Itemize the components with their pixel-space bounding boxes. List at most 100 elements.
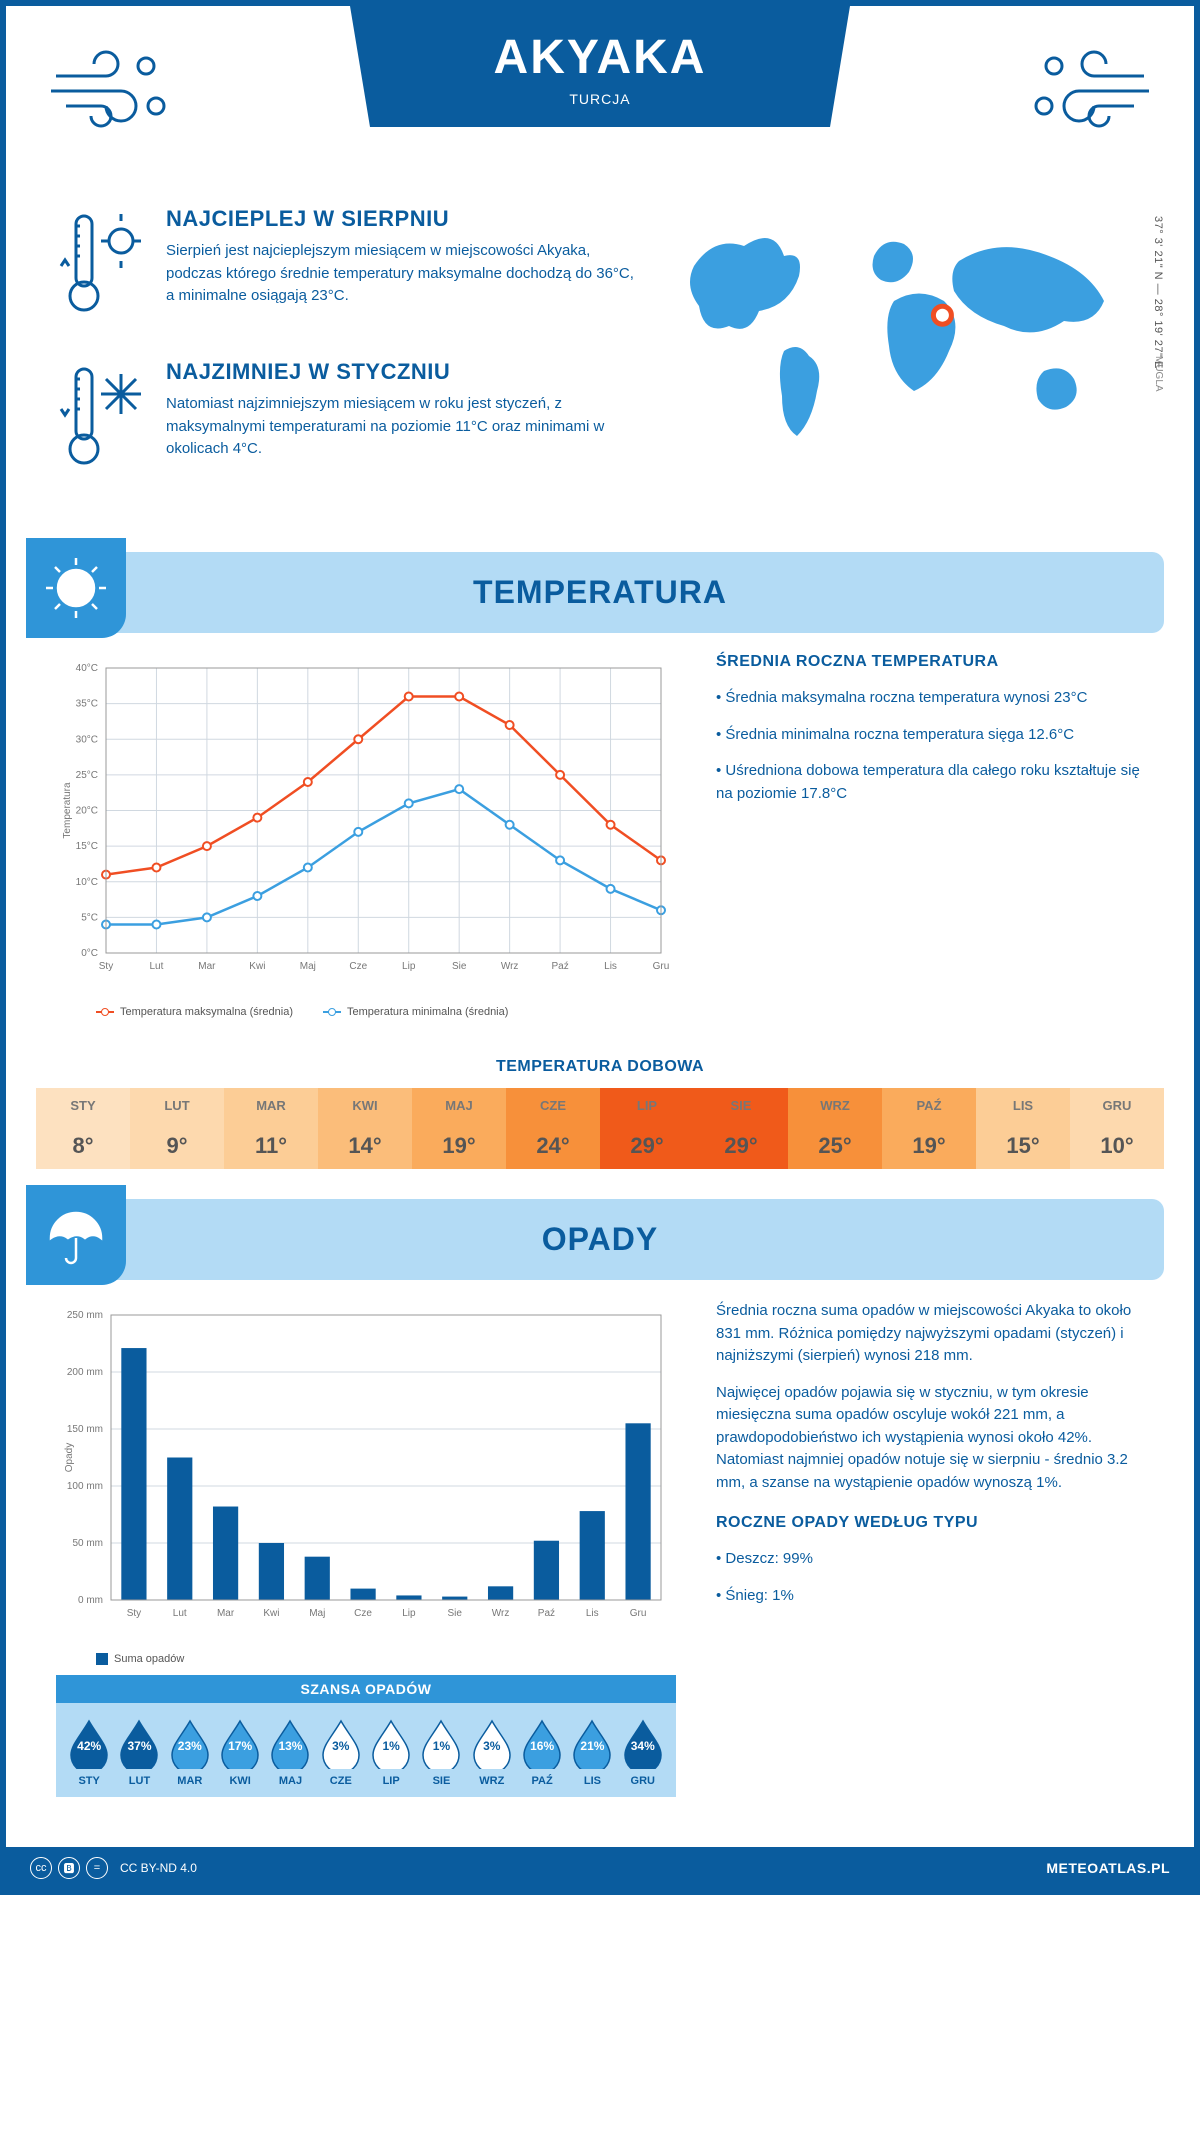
coordinates: 37° 3' 21" N — 28° 19' 27" E	[1152, 216, 1164, 369]
svg-text:250 mm: 250 mm	[67, 1310, 103, 1321]
drop-month: WRZ	[467, 1775, 517, 1787]
drop-cell: 23%MAR	[165, 1717, 215, 1787]
svg-text:Gru: Gru	[653, 961, 670, 972]
wind-icon	[46, 36, 186, 141]
temp-chart-legend: Temperatura maksymalna (średnia) Tempera…	[56, 1006, 676, 1018]
daily-month: WRZ	[788, 1098, 882, 1123]
daily-month: KWI	[318, 1098, 412, 1123]
svg-text:Lut: Lut	[150, 961, 164, 972]
drop-month: LIP	[366, 1775, 416, 1787]
legend-max: Temperatura maksymalna (średnia)	[120, 1006, 293, 1018]
world-map: 37° 3' 21" N — 28° 19' 27" E MUGLA	[664, 206, 1144, 466]
wind-icon	[1014, 36, 1154, 141]
daily-value: 29°	[600, 1123, 694, 1159]
daily-cell: PAŹ19°	[882, 1088, 976, 1169]
svg-text:0 mm: 0 mm	[78, 1595, 103, 1606]
temp-bullet: • Uśredniona dobowa temperatura dla całe…	[716, 760, 1144, 805]
svg-text:Sty: Sty	[127, 1608, 141, 1619]
umbrella-icon	[26, 1185, 126, 1285]
drop-pct: 16%	[530, 1739, 554, 1753]
svg-text:Kwi: Kwi	[263, 1608, 279, 1619]
hot-fact-text: Sierpień jest najcieplejszym miesiącem w…	[166, 240, 634, 308]
daily-value: 9°	[130, 1123, 224, 1159]
drop-cell: 21%LIS	[567, 1717, 617, 1787]
legend-min: Temperatura minimalna (średnia)	[347, 1006, 508, 1018]
svg-text:Cze: Cze	[349, 961, 367, 972]
intro-row: NAJCIEPLEJ W SIERPNIU Sierpień jest najc…	[6, 186, 1194, 542]
avg-temp-heading: ŚREDNIA ROCZNA TEMPERATURA	[716, 653, 1144, 671]
svg-text:Lut: Lut	[173, 1608, 187, 1619]
svg-text:Paź: Paź	[551, 961, 568, 972]
svg-text:5°C: 5°C	[81, 912, 98, 923]
svg-text:Maj: Maj	[300, 961, 316, 972]
precipitation-heading: OPADY	[542, 1221, 658, 1257]
daily-value: 11°	[224, 1123, 318, 1159]
svg-text:150 mm: 150 mm	[67, 1424, 103, 1435]
cc-icon: cc	[30, 1857, 52, 1879]
svg-text:Sie: Sie	[452, 961, 467, 972]
thermometer-snow-icon	[56, 359, 146, 484]
rain-chance-panel: SZANSA OPADÓW 42%STY37%LUT23%MAR17%KWI13…	[56, 1675, 676, 1797]
cold-fact-title: NAJZIMNIEJ W STYCZNIU	[166, 359, 634, 385]
location-title: AKYAKA	[350, 30, 850, 85]
temperature-line-chart: 0°C5°C10°C15°C20°C25°C30°C35°C40°CStyLut…	[56, 653, 676, 993]
drop-month: GRU	[618, 1775, 668, 1787]
svg-text:Lip: Lip	[402, 1608, 416, 1619]
drop-month: KWI	[215, 1775, 265, 1787]
daily-value: 8°	[36, 1123, 130, 1159]
precip-para-1: Średnia roczna suma opadów w miejscowośc…	[716, 1300, 1144, 1368]
daily-cell: KWI14°	[318, 1088, 412, 1169]
svg-text:20°C: 20°C	[76, 806, 98, 817]
svg-text:Mar: Mar	[198, 961, 216, 972]
precip-type-heading: ROCZNE OPADY WEDŁUG TYPU	[716, 1514, 1144, 1532]
daily-month: CZE	[506, 1098, 600, 1123]
svg-text:Sie: Sie	[448, 1608, 463, 1619]
daily-cell: MAJ19°	[412, 1088, 506, 1169]
drop-cell: 17%KWI	[215, 1717, 265, 1787]
daily-value: 19°	[882, 1123, 976, 1159]
cc-icons: cc 🅱 =	[30, 1857, 108, 1879]
daily-temp-table: STY8°LUT9°MAR11°KWI14°MAJ19°CZE24°LIP29°…	[36, 1088, 1164, 1169]
svg-text:100 mm: 100 mm	[67, 1481, 103, 1492]
daily-value: 15°	[976, 1123, 1070, 1159]
hot-fact-title: NAJCIEPLEJ W SIERPNIU	[166, 206, 634, 232]
daily-value: 19°	[412, 1123, 506, 1159]
drop-pct: 3%	[332, 1739, 349, 1753]
daily-value: 29°	[694, 1123, 788, 1159]
footer: cc 🅱 = CC BY-ND 4.0 METEOATLAS.PL	[6, 1847, 1194, 1889]
daily-temp-title: TEMPERATURA DOBOWA	[6, 1058, 1194, 1076]
svg-text:Temperatura: Temperatura	[62, 782, 73, 839]
svg-text:Mar: Mar	[217, 1608, 235, 1619]
drop-cell: 3%WRZ	[467, 1717, 517, 1787]
drop-month: PAŹ	[517, 1775, 567, 1787]
precipitation-section-header: OPADY	[36, 1199, 1164, 1280]
by-icon: 🅱	[58, 1857, 80, 1879]
drop-cell: 1% LIP	[366, 1717, 416, 1787]
hot-fact: NAJCIEPLEJ W SIERPNIU Sierpień jest najc…	[56, 206, 634, 331]
svg-text:Paź: Paź	[538, 1608, 555, 1619]
rain-chance-title: SZANSA OPADÓW	[56, 1675, 676, 1703]
drop-month: MAJ	[265, 1775, 315, 1787]
drop-pct: 23%	[178, 1739, 202, 1753]
drop-month: CZE	[316, 1775, 366, 1787]
daily-cell: SIE29°	[694, 1088, 788, 1169]
svg-text:Opady: Opady	[64, 1443, 75, 1472]
daily-month: STY	[36, 1098, 130, 1123]
drop-pct: 21%	[580, 1739, 604, 1753]
precip-bullet: • Deszcz: 99%	[716, 1548, 1144, 1571]
drop-cell: 1%SIE	[416, 1717, 466, 1787]
drop-pct: 1%	[382, 1739, 399, 1753]
daily-cell: MAR11°	[224, 1088, 318, 1169]
temperature-heading: TEMPERATURA	[473, 574, 727, 610]
svg-text:0°C: 0°C	[81, 948, 98, 959]
daily-month: SIE	[694, 1098, 788, 1123]
daily-month: LIP	[600, 1098, 694, 1123]
svg-text:200 mm: 200 mm	[67, 1367, 103, 1378]
region-label: MUGLA	[1153, 356, 1164, 392]
svg-text:Lis: Lis	[586, 1608, 599, 1619]
brand: METEOATLAS.PL	[1046, 1860, 1170, 1876]
svg-text:Cze: Cze	[354, 1608, 372, 1619]
svg-text:40°C: 40°C	[76, 663, 98, 674]
precip-bullet: • Śnieg: 1%	[716, 1585, 1144, 1608]
svg-text:10°C: 10°C	[76, 877, 98, 888]
